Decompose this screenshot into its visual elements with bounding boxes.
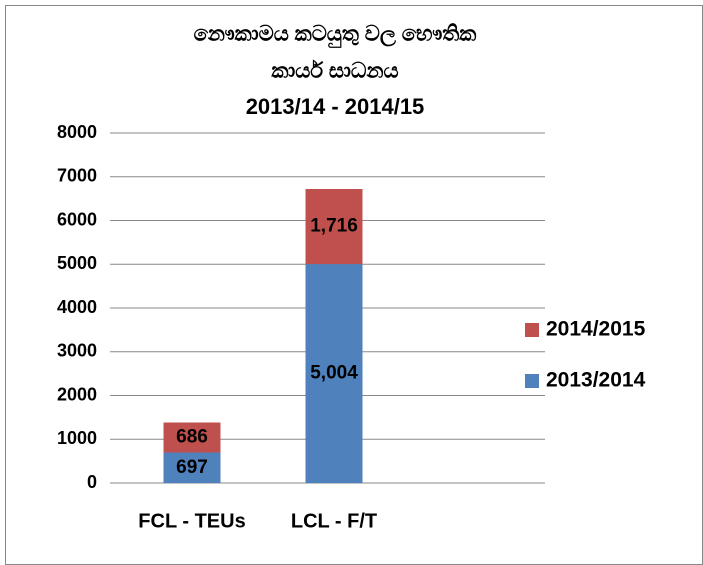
y-tick-label: 4000 — [57, 297, 97, 317]
data-label: 1,716 — [310, 216, 358, 237]
bar-segment — [163, 422, 221, 453]
bar-segment — [305, 264, 363, 483]
y-tick-label: 0 — [87, 472, 97, 492]
y-tick-label: 8000 — [57, 122, 97, 142]
y-tick-label: 7000 — [57, 166, 97, 186]
y-tick-label: 5000 — [57, 253, 97, 273]
x-tick-label: FCL - TEUs — [138, 510, 245, 532]
y-tick-label: 3000 — [57, 341, 97, 361]
y-tick-label: 6000 — [57, 209, 97, 229]
chart-title: 2013/14 - 2014/15 — [246, 94, 425, 119]
x-tick-label: LCL - F/T — [291, 510, 377, 532]
y-tick-label: 1000 — [57, 428, 97, 448]
legend-swatch — [525, 323, 539, 337]
legend-swatch — [525, 374, 539, 388]
chart-title: කාර්ය සාධනය — [271, 59, 398, 83]
legend-label: 2013/2014 — [546, 369, 646, 392]
chart-title: නෞකාමය කටයුතු වල භෞතික — [194, 23, 477, 49]
data-label: 5,004 — [310, 363, 358, 384]
legend-label: 2014/2015 — [546, 318, 646, 341]
bar-segment — [305, 189, 363, 265]
data-label: 686 — [176, 427, 208, 448]
y-tick-label: 2000 — [57, 384, 97, 404]
data-label: 697 — [176, 457, 208, 478]
bar-segment — [163, 452, 221, 483]
